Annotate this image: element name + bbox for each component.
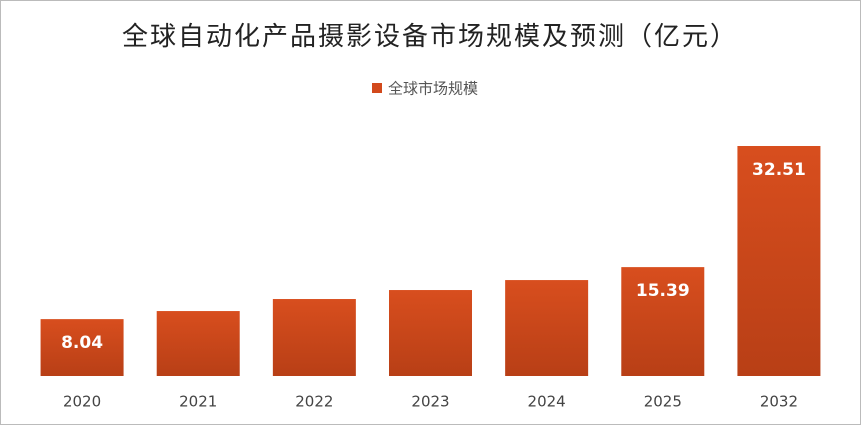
- legend-swatch: [372, 83, 382, 93]
- bar: [156, 311, 240, 376]
- bar: [40, 319, 124, 376]
- x-tick-label: 2023: [411, 393, 449, 411]
- x-tick-label: 2032: [760, 393, 798, 411]
- x-tick-label: 2020: [63, 393, 101, 411]
- bar: [737, 146, 821, 376]
- bar: [505, 280, 589, 376]
- value-label: 32.51: [752, 160, 806, 180]
- legend-label: 全球市场规模: [388, 80, 478, 98]
- x-tick-label: 2024: [528, 393, 566, 411]
- bar: [272, 299, 356, 376]
- bar: [389, 290, 472, 376]
- x-tick-label: 2021: [179, 393, 217, 411]
- value-label: 15.39: [636, 281, 690, 301]
- chart-title: 全球自动化产品摄影设备市场规模及预测（亿元）: [122, 22, 738, 52]
- value-label: 8.04: [61, 333, 103, 353]
- x-tick-label: 2025: [644, 393, 682, 411]
- bar: [621, 267, 705, 376]
- x-tick-label: 2022: [295, 393, 333, 411]
